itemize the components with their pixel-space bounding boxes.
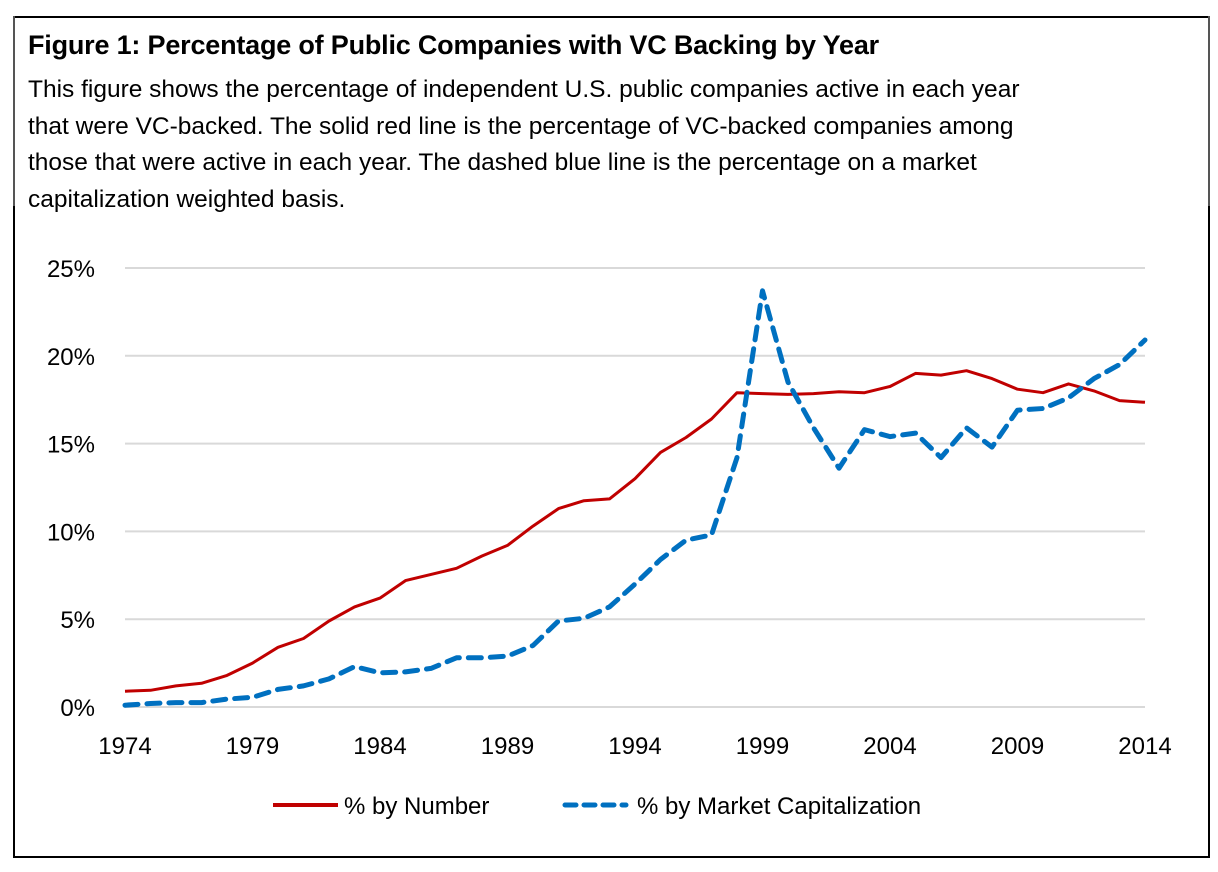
caption-line: This figure shows the percentage of inde… (28, 76, 1020, 103)
figure-caption: This figure shows the percentage of inde… (28, 72, 1188, 218)
x-tick-label: 1994 (608, 733, 661, 760)
y-tick-label: 0% (60, 695, 95, 722)
series-line-market-cap (122, 288, 1148, 708)
x-tick-label: 1984 (353, 733, 406, 760)
y-tick-label: 5% (60, 607, 95, 634)
series-line-number (124, 369, 1146, 693)
legend-label-number: % by Number (344, 793, 489, 820)
legend: % by Number % by Market Capitalization (273, 793, 921, 820)
x-tick-label: 1989 (481, 733, 534, 760)
y-tick-label: 25% (47, 256, 95, 283)
figure-title: Figure 1: Percentage of Public Companies… (28, 30, 879, 60)
series-lines (122, 288, 1148, 708)
frame-edge (1208, 16, 1210, 206)
x-tick-label: 2004 (863, 733, 916, 760)
x-tick-label: 2014 (1118, 733, 1171, 760)
x-tick-label: 1999 (736, 733, 789, 760)
frame-edge (13, 16, 15, 206)
x-tick-label: 2009 (991, 733, 1044, 760)
caption-line: that were VC-backed. The solid red line … (28, 112, 1014, 140)
gridlines (125, 267, 1145, 708)
x-tick-label: 1974 (98, 733, 151, 760)
y-axis-ticks: 0% 5% 10% 15% 20% 25% (47, 256, 95, 722)
y-tick-label: 15% (47, 432, 95, 459)
figure-frame (13, 16, 1210, 858)
y-tick-label: 20% (47, 344, 95, 371)
y-tick-label: 10% (47, 519, 95, 546)
x-axis-ticks: 1974 1979 1984 1989 1994 1999 2004 2009 2014 (98, 733, 1171, 760)
caption-line: those that were active in each year. The… (28, 149, 977, 176)
caption-line: capitalization weighted basis. (28, 185, 346, 213)
x-tick-label: 1979 (226, 733, 279, 760)
legend-label-market-cap: % by Market Capitalization (637, 793, 921, 820)
